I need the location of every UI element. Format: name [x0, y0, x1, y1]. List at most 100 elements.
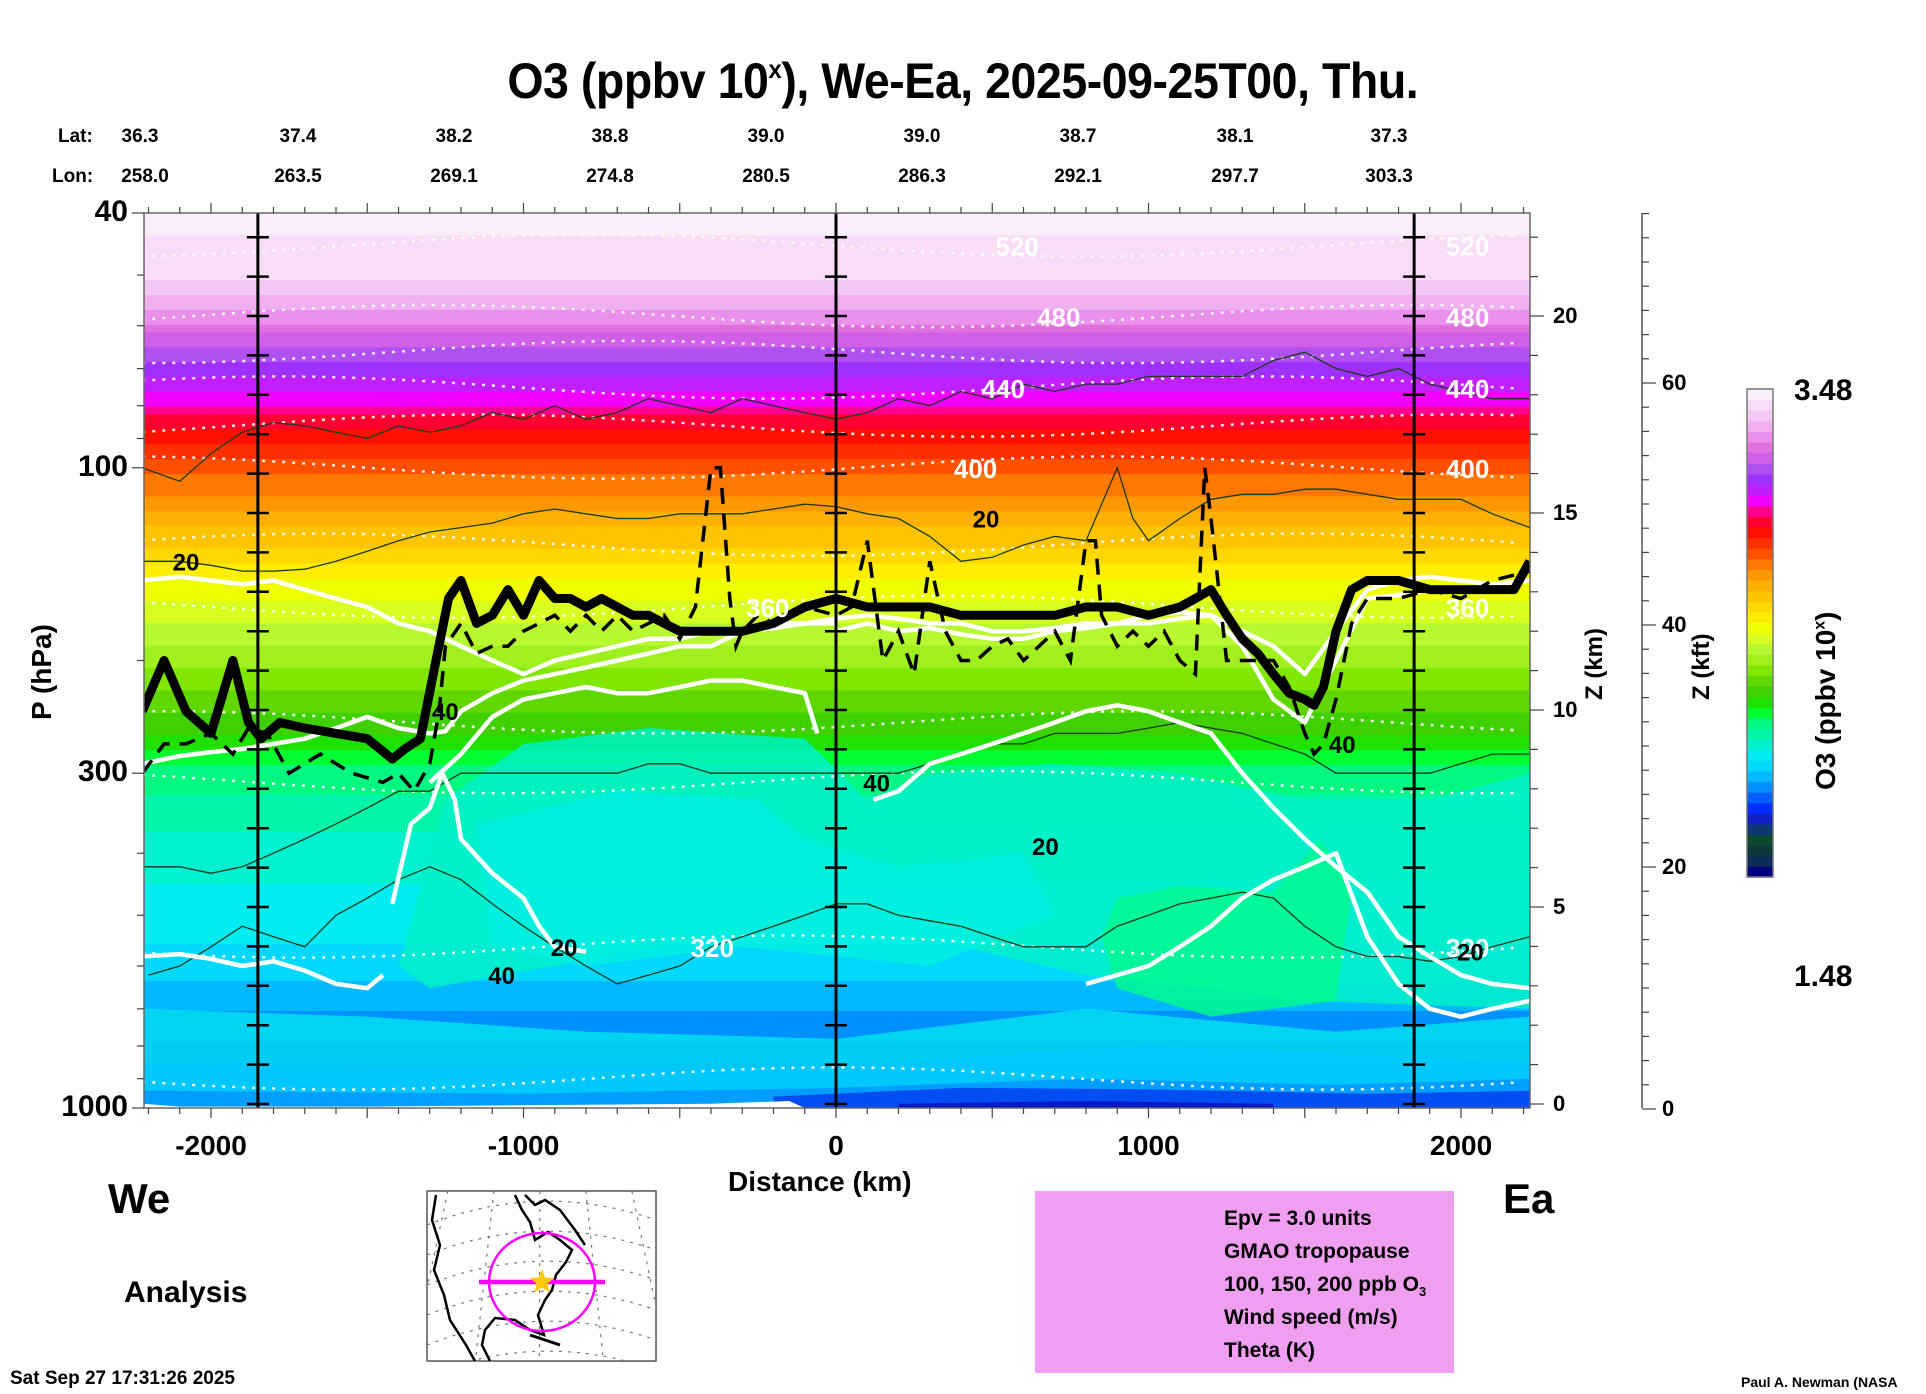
colorbar-swatch [1747, 802, 1773, 814]
lon-value: 292.1 [1054, 166, 1102, 187]
lat-value: 38.7 [1059, 126, 1097, 147]
colorbar-swatch [1747, 770, 1773, 783]
lat-value: 39.0 [747, 126, 785, 147]
map-caribbean [529, 1333, 561, 1347]
wind-speed-label: 20 [173, 549, 200, 576]
colorbar-swatch [1747, 579, 1773, 592]
map-longitude-line [474, 1191, 495, 1361]
theta-label: 360 [1446, 593, 1489, 623]
x-axis-label: Distance (km) [728, 1166, 912, 1197]
colorbar-swatch [1747, 739, 1773, 751]
field-patch [476, 791, 1055, 966]
colorbar-swatch [1747, 813, 1773, 825]
legend-item-text: Theta (K) [1224, 1339, 1315, 1362]
epv-contour [144, 466, 1530, 795]
map-latitude-line [467, 1350, 629, 1361]
colorbar-swatch [1747, 548, 1773, 560]
colorbar-swatch [1747, 675, 1773, 687]
colorbar-swatch [1747, 463, 1773, 475]
lat-value: 38.1 [1216, 126, 1254, 147]
colorbar-swatch [1747, 389, 1773, 401]
lon-value: 297.7 [1211, 166, 1259, 187]
distance-tick-label: 0 [828, 1130, 844, 1161]
timestamp: Sat Sep 27 17:31:26 2025 [10, 1368, 235, 1389]
map-center-star-icon [529, 1269, 555, 1293]
map-longitude-line [427, 1191, 449, 1292]
distance-tick-label: -1000 [487, 1130, 560, 1161]
colorbar-swatch [1747, 622, 1773, 634]
colorbar-swatch [1747, 728, 1773, 740]
colorbar-swatch [1747, 855, 1773, 867]
colorbar-swatch [1747, 420, 1773, 433]
distance-tick-label: -2000 [175, 1130, 247, 1161]
colorbar-swatch [1747, 590, 1773, 602]
colorbar-swatch [1747, 792, 1773, 804]
colorbar-max-label: 3.48 [1794, 374, 1853, 407]
legend-item-text: Wind speed (m/s) [1224, 1306, 1398, 1329]
zkm-tick-label: 5 [1553, 894, 1566, 919]
wind-speed-label: 20 [551, 935, 578, 962]
colorbar-swatch [1747, 558, 1773, 570]
zkm-tick-label: 15 [1553, 500, 1578, 525]
ozone-ppb-contour [390, 770, 587, 954]
legend-item-label: Epv = 3.0 units [1224, 1207, 1372, 1231]
ozone-ppb-contour [428, 678, 820, 785]
lat-row-label: Lat: [58, 126, 93, 147]
pressure-tick-label: 40 [94, 195, 128, 228]
map-content [427, 1191, 656, 1361]
wind-speed-label: 20 [1032, 834, 1059, 861]
zkm-tick-label: 10 [1553, 697, 1578, 722]
colorbar-swatch [1747, 526, 1773, 539]
colorbar-swatch [1747, 866, 1773, 878]
ozone-ppb-contour [144, 621, 836, 766]
lat-value: 39.0 [903, 126, 941, 147]
colorbar-title-main: O3 (ppbv 10 [1810, 629, 1841, 790]
locator-map [426, 1190, 657, 1362]
map-longitude-line [585, 1191, 604, 1361]
distance-tick-label: 2000 [1429, 1130, 1493, 1161]
legend-item-text: 100, 150, 200 ppb O [1224, 1273, 1419, 1296]
colorbar-swatch [1747, 611, 1773, 623]
theta-label: 520 [995, 232, 1038, 262]
theta-label: 400 [954, 454, 997, 484]
colorbar-swatch [1747, 749, 1773, 761]
colorbar-swatch [1747, 505, 1773, 517]
legend-item-label: Theta (K) [1224, 1339, 1315, 1363]
theta-label: 480 [1037, 302, 1080, 332]
legend-item-label: GMAO tropopause [1224, 1240, 1410, 1264]
theta-label: 320 [691, 933, 734, 963]
theta-label: 400 [1446, 454, 1489, 484]
colorbar-swatch [1747, 760, 1773, 772]
lon-value: 286.3 [898, 166, 946, 187]
lon-value: 274.8 [586, 166, 634, 187]
field-patch [1101, 838, 1352, 1017]
colorbar-swatch [1747, 473, 1773, 486]
wind-speed-label: 20 [973, 506, 1000, 533]
map-coastline-east [480, 1194, 574, 1361]
west-label: We [108, 1175, 171, 1222]
title-superscript: x [768, 54, 782, 84]
colorbar-swatch [1747, 431, 1773, 443]
surface-mask [144, 1100, 805, 1108]
legend-item-label: 100, 150, 200 ppb O3 [1224, 1273, 1426, 1299]
theta-label: 440 [1446, 374, 1489, 404]
map-latitude-line [427, 1290, 656, 1316]
colorbar-swatch [1747, 643, 1773, 655]
lat-value: 38.8 [591, 126, 629, 147]
legend-item-text: GMAO tropopause [1224, 1240, 1410, 1263]
legend-item-label: Wind speed (m/s) [1224, 1306, 1398, 1330]
theta-label: 360 [746, 593, 789, 623]
tropopause-line [144, 559, 1530, 764]
colorbar-swatch [1747, 686, 1773, 698]
zkft-tick-label: 20 [1662, 854, 1687, 879]
legend-item-subscript: 3 [1418, 1284, 1427, 1300]
legend-item-text: Epv = 3.0 units [1224, 1207, 1372, 1230]
wind-speed-label: 40 [432, 699, 459, 726]
east-label: Ea [1503, 1175, 1555, 1222]
colorbar [1746, 388, 1774, 878]
zkft-tick-label: 0 [1662, 1096, 1675, 1121]
colorbar-swatch [1747, 717, 1773, 730]
colorbar-title-end: ) [1810, 611, 1841, 621]
colorbar-swatch [1747, 696, 1773, 708]
